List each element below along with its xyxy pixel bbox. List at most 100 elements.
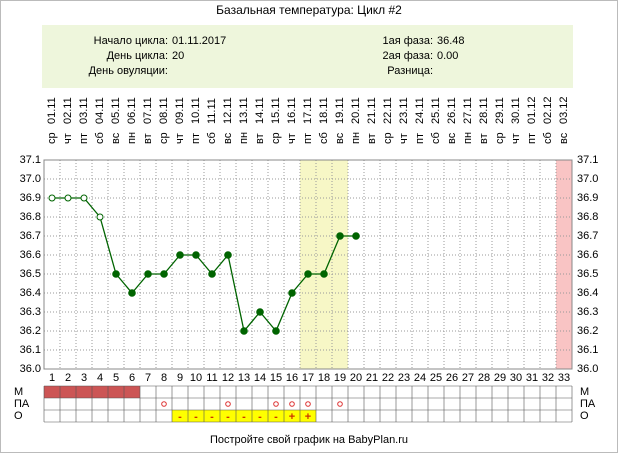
temperature-point [336, 232, 344, 240]
y-tick-label-right: 37.1 [577, 154, 598, 166]
weekday-label: вт [142, 133, 154, 144]
day-label: 18 [318, 372, 330, 384]
chart-title: Базальная температура: Цикл #2 [216, 3, 402, 17]
weekday-label: ср [494, 132, 506, 144]
row-label-right: М [580, 386, 589, 398]
temperature-point [144, 270, 152, 278]
y-tick-label-right: 36.4 [577, 287, 598, 299]
info-value: 0.00 [437, 50, 458, 62]
weekday-label: пн [350, 132, 362, 144]
day-label: 12 [222, 372, 234, 384]
day-label: 10 [190, 372, 202, 384]
row-label: ПА [14, 398, 30, 410]
row-cell-fill [188, 410, 204, 422]
y-tick-label-right: 37.0 [577, 173, 598, 185]
info-label: Начало цикла: [94, 35, 168, 47]
date-label: 02.11 [62, 97, 74, 124]
day-label: 6 [129, 372, 135, 384]
row-cell-fill [92, 386, 108, 398]
row-cell-fill [172, 410, 188, 422]
row-cell-fill [108, 386, 124, 398]
weekday-label: сб [430, 132, 442, 144]
date-label: 24.11 [414, 97, 426, 124]
day-label: 20 [350, 372, 362, 384]
temperature-point [160, 270, 168, 278]
date-label: 06.11 [126, 97, 138, 124]
weekday-label: ср [382, 132, 394, 144]
row-text: + [289, 411, 295, 423]
y-tick-label: 36.0 [20, 363, 41, 375]
row-cell-fill [44, 386, 60, 398]
day-label: 5 [113, 372, 119, 384]
date-label: 12.11 [222, 97, 234, 124]
date-label: 10.11 [190, 97, 202, 124]
temperature-point [304, 270, 312, 278]
y-tick-label: 36.2 [20, 325, 41, 337]
date-label: 26.11 [446, 97, 458, 124]
y-tick-label: 36.1 [20, 344, 41, 356]
row-circle [337, 401, 343, 407]
row-label: О [14, 410, 23, 422]
temperature-point [48, 194, 56, 202]
row-cell-fill [76, 386, 92, 398]
day-label: 8 [161, 372, 167, 384]
info-label: День цикла: [107, 50, 168, 62]
day-label: 7 [145, 372, 151, 384]
y-tick-label-right: 36.0 [577, 363, 598, 375]
row-text: - [178, 411, 182, 423]
day-label: 21 [366, 372, 378, 384]
y-tick-label: 37.0 [20, 173, 41, 185]
weekday-label: ср [158, 132, 170, 144]
row-cell-fill [252, 410, 268, 422]
weekday-label: пн [238, 132, 250, 144]
temperature-point [256, 308, 264, 316]
day-label: 1 [49, 372, 55, 384]
date-label: 03.12 [558, 96, 570, 124]
footer: Постройте свой график на BabyPlan.ru [210, 434, 408, 446]
y-tick-label-right: 36.8 [577, 211, 598, 223]
day-label: 14 [254, 372, 266, 384]
day-label: 23 [398, 372, 410, 384]
day-label: 9 [177, 372, 183, 384]
info-label: 2ая фаза: [382, 50, 433, 62]
date-label: 07.11 [142, 97, 154, 124]
date-label: 22.11 [382, 97, 394, 124]
info-label: Разница: [387, 65, 433, 77]
weekday-label: вт [478, 133, 490, 144]
y-tick-label-right: 36.3 [577, 306, 598, 318]
day-label: 30 [510, 372, 522, 384]
y-tick-label-right: 36.7 [577, 230, 598, 242]
weekday-label: чт [398, 133, 410, 144]
weekday-label: пт [302, 133, 314, 144]
date-label: 27.11 [462, 97, 474, 124]
temperature-point [208, 270, 216, 278]
date-label: 30.11 [510, 97, 522, 124]
info-label: День овуляции: [89, 65, 168, 77]
row-cell-fill [268, 410, 284, 422]
row-label-right: О [580, 410, 589, 422]
weekday-label: сб [318, 132, 330, 144]
day-label: 25 [430, 372, 442, 384]
weekday-label: вс [558, 132, 570, 144]
row-label-right: ПА [580, 398, 596, 410]
date-label: 05.11 [110, 97, 122, 124]
day-label: 32 [542, 372, 554, 384]
temperature-point [272, 327, 280, 335]
day-label: 13 [238, 372, 250, 384]
weekday-label: сб [206, 132, 218, 144]
row-text: + [305, 411, 311, 423]
row-text: - [274, 411, 278, 423]
temperature-point [128, 289, 136, 297]
y-tick-label-right: 36.6 [577, 249, 598, 261]
y-tick-label: 36.9 [20, 192, 41, 204]
row-cell-fill [124, 386, 140, 398]
temperature-point [176, 251, 184, 259]
date-label: 16.11 [286, 97, 298, 124]
date-label: 14.11 [254, 97, 266, 124]
temperature-point [112, 270, 120, 278]
row-circle [273, 401, 279, 407]
date-label: 21.11 [366, 97, 378, 124]
row-circle [161, 401, 167, 407]
weekday-label: вс [334, 132, 346, 144]
